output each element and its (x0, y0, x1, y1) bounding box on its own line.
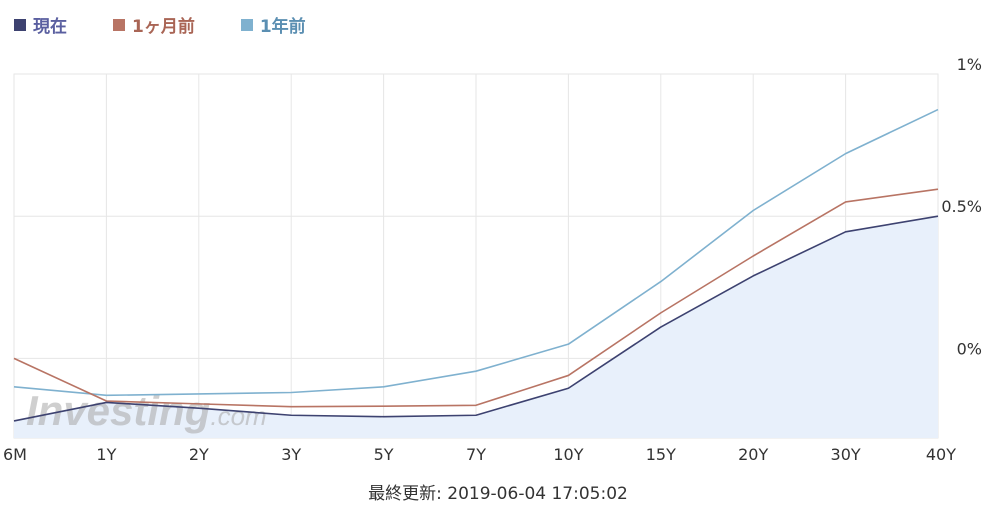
series-line-2 (13, 215, 939, 422)
x-tick-label-6m: 6M (3, 445, 27, 464)
y-tick-label-0: 0% (957, 339, 982, 358)
legend-label-1-year-ago: 1年前 (259, 17, 306, 37)
series-line-0 (13, 108, 939, 397)
yield-curve-chart: Investing.com 6M 1Y 2Y 3Y 5Y 7Y 10Y 15Y 20Y 30Y 40… (3, 55, 982, 464)
x-tick-label-20y: 20Y (738, 445, 768, 464)
x-tick-label-3y: 3Y (281, 445, 301, 464)
last-updated: 最終更新: 2019-06-04 17:05:02 (368, 484, 628, 504)
area-layer (14, 216, 938, 438)
legend-swatch-current (14, 18, 26, 31)
chart-legend: 現在 1ヶ月前 1年前 (14, 12, 306, 37)
legend-item-current[interactable]: 現在 (14, 12, 67, 37)
legend-swatch-1-month-ago (113, 18, 125, 31)
y-tick-label-0-5: 0.5% (941, 197, 982, 216)
x-tick-label-7y: 7Y (466, 445, 486, 464)
x-tick-label-15y: 15Y (646, 445, 676, 464)
x-tick-label-5y: 5Y (374, 445, 394, 464)
x-tick-label-2y: 2Y (189, 445, 209, 464)
series-layer (13, 108, 939, 422)
series-area-2 (14, 216, 938, 438)
legend-swatch-1-year-ago (240, 18, 253, 31)
x-tick-label-40y: 40Y (926, 445, 956, 464)
legend-item-1-month-ago[interactable]: 1ヶ月前 (113, 12, 195, 37)
x-tick-label-10y: 10Y (553, 445, 583, 464)
x-axis-labels: 6M 1Y 2Y 3Y 5Y 7Y 10Y 15Y 20Y 30Y 40Y (3, 445, 956, 464)
series-line-1 (13, 188, 939, 408)
y-tick-label-1: 1% (957, 55, 982, 74)
x-tick-label-1y: 1Y (96, 445, 116, 464)
y-axis-labels: 0% 0.5% 1% (941, 55, 982, 358)
legend-item-1-year-ago[interactable]: 1年前 (240, 12, 306, 37)
x-tick-label-30y: 30Y (831, 445, 861, 464)
legend-label-current: 現在 (33, 17, 67, 37)
legend-label-1-month-ago: 1ヶ月前 (132, 17, 195, 37)
